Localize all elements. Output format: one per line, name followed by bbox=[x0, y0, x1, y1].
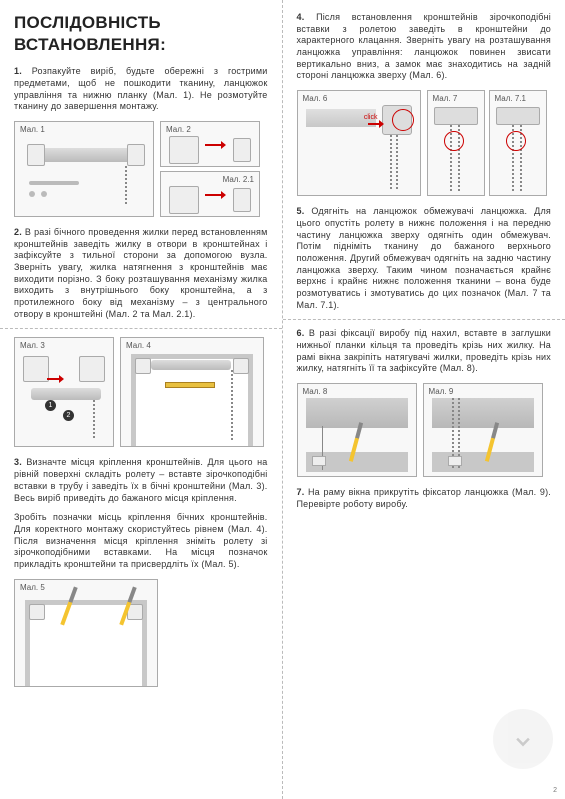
step-6-num: 6. bbox=[297, 328, 305, 338]
figure-2: Мал. 2 bbox=[160, 121, 260, 167]
page-number: 2 bbox=[553, 786, 557, 795]
fig-row-2: Мал. 3 1 2 Мал. 4 bbox=[14, 337, 268, 447]
step-1: 1. Розпакуйте виріб, будьте обережні з г… bbox=[14, 66, 268, 113]
fig-row-1: Мал. 1 Мал. 2 bbox=[14, 121, 268, 217]
fig-row-4: Мал. 6 click Мал. 7 bbox=[297, 90, 552, 196]
figure-7-1: Мал. 7.1 bbox=[489, 90, 547, 196]
step-2-num: 2. bbox=[14, 227, 22, 237]
fig-label-71: Мал. 7.1 bbox=[495, 94, 526, 104]
step-1-num: 1. bbox=[14, 66, 22, 76]
step-3: 3. Визначте місця кріплення кронштейнів.… bbox=[14, 457, 268, 504]
fig-label-9: Мал. 9 bbox=[429, 387, 454, 397]
left-column: ПОСЛІДОВНІСТЬ ВСТАНОВЛЕННЯ: 1. Розпакуйт… bbox=[0, 0, 283, 799]
fig-label-21: Мал. 2.1 bbox=[223, 175, 254, 185]
step-6: 6. В разі фіксації виробу під нахил, вст… bbox=[297, 328, 552, 375]
page: ПОСЛІДОВНІСТЬ ВСТАНОВЛЕННЯ: 1. Розпакуйт… bbox=[0, 0, 565, 799]
step-7-text: На раму вікна прикрутіть фіксатор ланцюж… bbox=[297, 487, 552, 509]
step-4: 4. Після встановлення кронштейнів зірочк… bbox=[297, 12, 552, 82]
step-5: 5. Одягніть на ланцюжок обмежувачі ланцю… bbox=[297, 206, 552, 311]
right-column: 4. Після встановлення кронштейнів зірочк… bbox=[283, 0, 565, 799]
fig-label-5: Мал. 5 bbox=[20, 583, 45, 593]
step-7: 7. На раму вікна прикрутіть фіксатор лан… bbox=[297, 487, 552, 510]
fig-label-7: Мал. 7 bbox=[433, 94, 458, 104]
step-4-num: 4. bbox=[297, 12, 305, 22]
divider-1 bbox=[0, 328, 282, 329]
step-7-num: 7. bbox=[297, 487, 305, 497]
figure-9: Мал. 9 bbox=[423, 383, 543, 477]
figure-8: Мал. 8 bbox=[297, 383, 417, 477]
step-2-text: В разі бічного проведення жилки перед вс… bbox=[14, 227, 268, 319]
step-2: 2. В разі бічного проведення жилки перед… bbox=[14, 227, 268, 321]
step-5-num: 5. bbox=[297, 206, 305, 216]
fig-label-8: Мал. 8 bbox=[303, 387, 328, 397]
num-circle-1: 1 bbox=[45, 400, 56, 411]
figure-1: Мал. 1 bbox=[14, 121, 154, 217]
figure-2-1: Мал. 2.1 bbox=[160, 171, 260, 217]
fig-label-2: Мал. 2 bbox=[166, 125, 191, 135]
figure-6: Мал. 6 click bbox=[297, 90, 421, 196]
num-circle-2: 2 bbox=[63, 410, 74, 421]
fig-label-3: Мал. 3 bbox=[20, 341, 45, 351]
figure-4: Мал. 4 bbox=[120, 337, 264, 447]
fig-row-5: Мал. 8 Мал. 9 bbox=[297, 383, 552, 477]
figure-7: Мал. 7 bbox=[427, 90, 485, 196]
divider-2 bbox=[283, 319, 565, 320]
step-3-text: Визначте місця кріплення кронштейнів. Дл… bbox=[14, 457, 268, 502]
figure-5: Мал. 5 bbox=[14, 579, 158, 687]
step-3b: Зробіть позначки місць кріплення бічних … bbox=[14, 512, 268, 570]
fig-label-4: Мал. 4 bbox=[126, 341, 151, 351]
fig-row-3: Мал. 5 bbox=[14, 579, 268, 687]
step-5-text: Одягніть на ланцюжок обмежувачі ланцюжка… bbox=[297, 206, 552, 310]
fig-label-6: Мал. 6 bbox=[303, 94, 328, 104]
fig-label-1: Мал. 1 bbox=[20, 125, 45, 135]
watermark-icon bbox=[493, 709, 553, 769]
step-3-num: 3. bbox=[14, 457, 22, 467]
page-title: ПОСЛІДОВНІСТЬ ВСТАНОВЛЕННЯ: bbox=[14, 12, 268, 56]
step-1-text: Розпакуйте виріб, будьте обережні з гост… bbox=[14, 66, 268, 111]
step-4-text: Після встановлення кронштейнів зірочкопо… bbox=[297, 12, 552, 80]
click-label: click bbox=[364, 113, 378, 122]
step-6-text: В разі фіксації виробу під нахил, вставт… bbox=[297, 328, 552, 373]
figure-3: Мал. 3 1 2 bbox=[14, 337, 114, 447]
step-3b-text: Зробіть позначки місць кріплення бічних … bbox=[14, 512, 268, 569]
